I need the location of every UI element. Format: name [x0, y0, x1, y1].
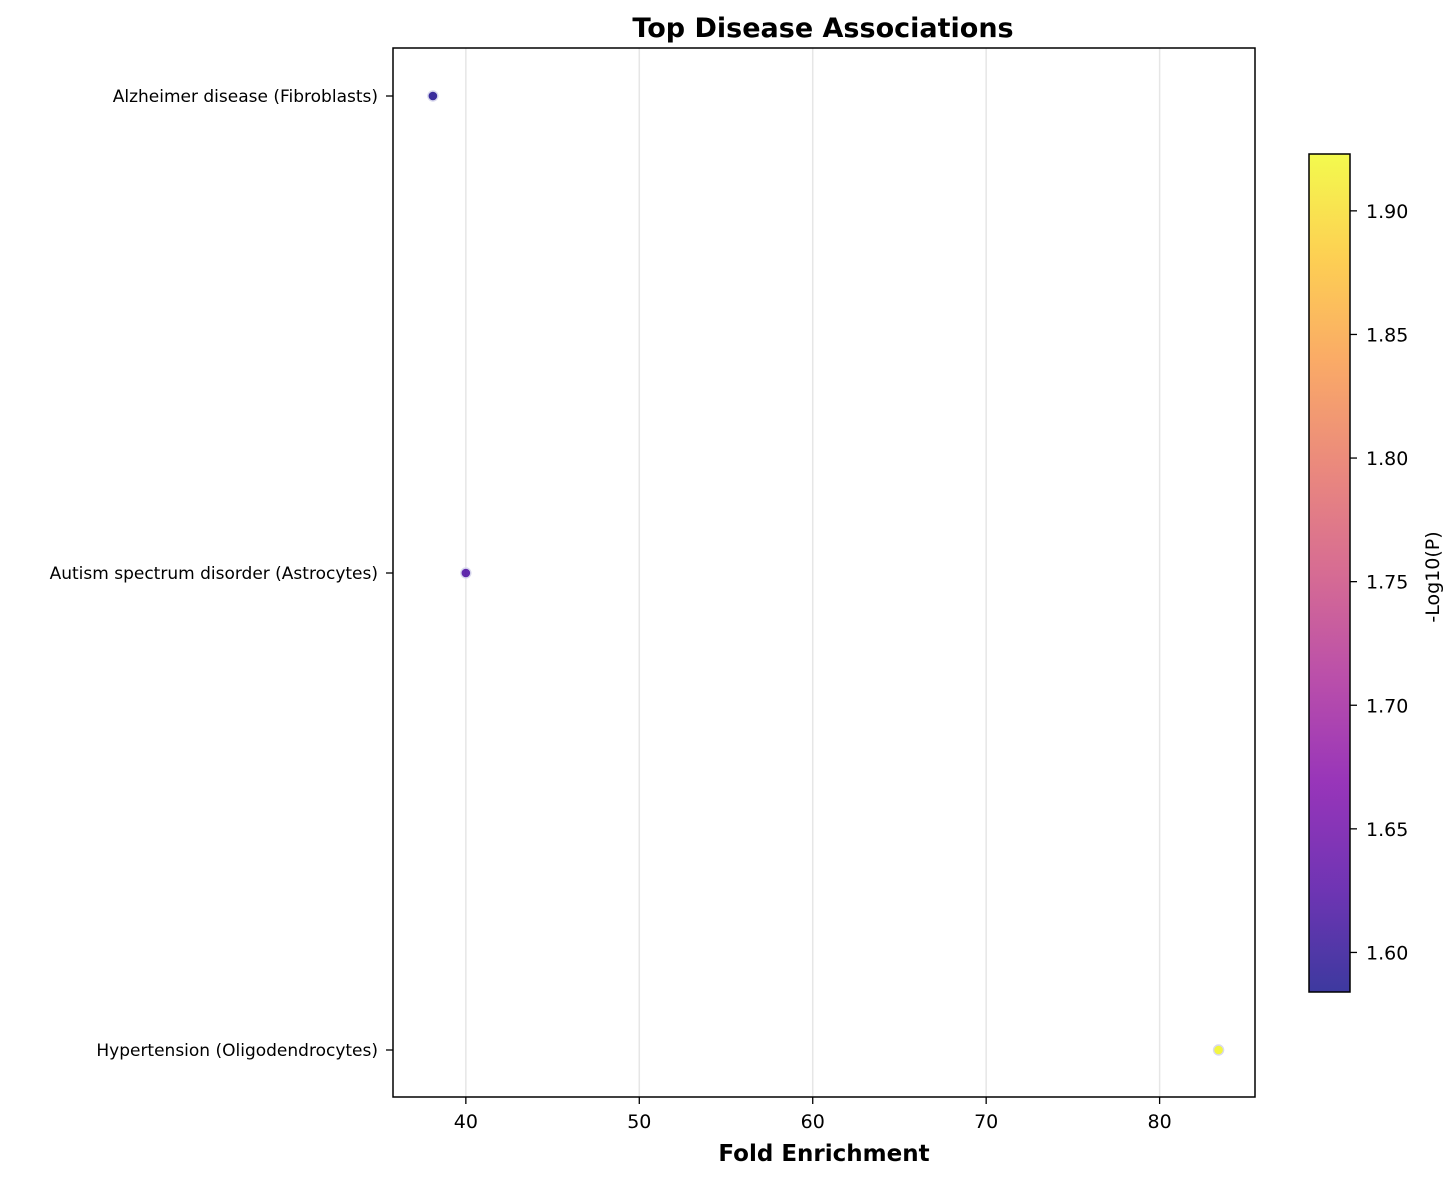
colorbar-label: -Log10(P)	[1422, 531, 1444, 622]
colorbar-tick-label: 1.65	[1366, 819, 1408, 841]
colorbar-tick-label: 1.85	[1366, 324, 1408, 346]
x-tick-label: 50	[627, 1111, 651, 1133]
colorbar-tick-label: 1.70	[1366, 695, 1408, 717]
x-tick-label: 80	[1148, 1111, 1172, 1133]
y-tick-label: Alzheimer disease (Fibroblasts)	[113, 87, 378, 107]
y-tick-label: Hypertension (Oligodendrocytes)	[96, 1041, 378, 1061]
plot-frame	[392, 47, 1256, 1098]
x-tick-label: 60	[801, 1111, 825, 1133]
colorbar-gradient	[1309, 154, 1350, 992]
x-axis-label: Fold Enrichment	[718, 1141, 929, 1167]
x-tick-label: 40	[454, 1111, 478, 1133]
colorbar: 1.60 1.65 1.70 1.75 1.80 1.85 1.90 -Log10(P)	[1308, 153, 1444, 993]
data-point	[427, 90, 439, 102]
x-tick-label: 70	[974, 1111, 998, 1133]
data-point	[1212, 1044, 1225, 1056]
x-gridlines	[465, 48, 1161, 1097]
data-point	[460, 567, 472, 579]
colorbar-tick-label: 1.80	[1366, 448, 1408, 470]
colorbar-tick-label: 1.90	[1366, 201, 1408, 223]
x-axis-ticks: 40 50 60 70 80	[454, 1097, 1172, 1133]
colorbar-frame	[1308, 153, 1351, 993]
y-axis-ticks: Alzheimer disease (Fibroblasts) Autism sp…	[50, 87, 393, 1061]
colorbar-tick-label: 1.60	[1366, 942, 1408, 964]
data-points	[427, 90, 1225, 1056]
colorbar-tick-label: 1.75	[1366, 572, 1408, 594]
colorbar-ticks: 1.60 1.65 1.70 1.75 1.80 1.85 1.90	[1350, 201, 1408, 964]
y-tick-label: Autism spectrum disorder (Astrocytes)	[50, 564, 378, 584]
chart-title: Top Disease Associations	[632, 13, 1013, 44]
